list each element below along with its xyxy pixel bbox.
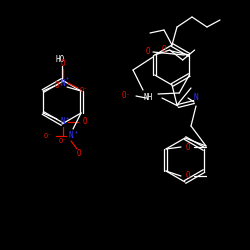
- Text: O⁻: O⁻: [122, 92, 130, 100]
- Text: N: N: [194, 94, 198, 102]
- Text: +: +: [66, 116, 68, 120]
- Text: +: +: [66, 76, 68, 80]
- Text: O⁻: O⁻: [44, 133, 52, 139]
- Text: O: O: [186, 142, 190, 152]
- Text: O⁻: O⁻: [59, 138, 67, 144]
- Text: O: O: [77, 150, 81, 158]
- Text: +: +: [74, 130, 78, 134]
- Text: O: O: [186, 172, 190, 180]
- Text: NH: NH: [144, 94, 152, 102]
- Text: O: O: [83, 118, 87, 126]
- Text: O: O: [146, 48, 150, 56]
- Text: O⁻: O⁻: [80, 87, 88, 93]
- Text: N: N: [69, 132, 73, 140]
- Text: O⁻: O⁻: [54, 80, 64, 90]
- Text: HO: HO: [56, 56, 64, 64]
- Text: N: N: [61, 118, 65, 126]
- Text: N: N: [61, 78, 65, 88]
- Text: O: O: [61, 60, 65, 68]
- Text: O: O: [162, 44, 167, 54]
